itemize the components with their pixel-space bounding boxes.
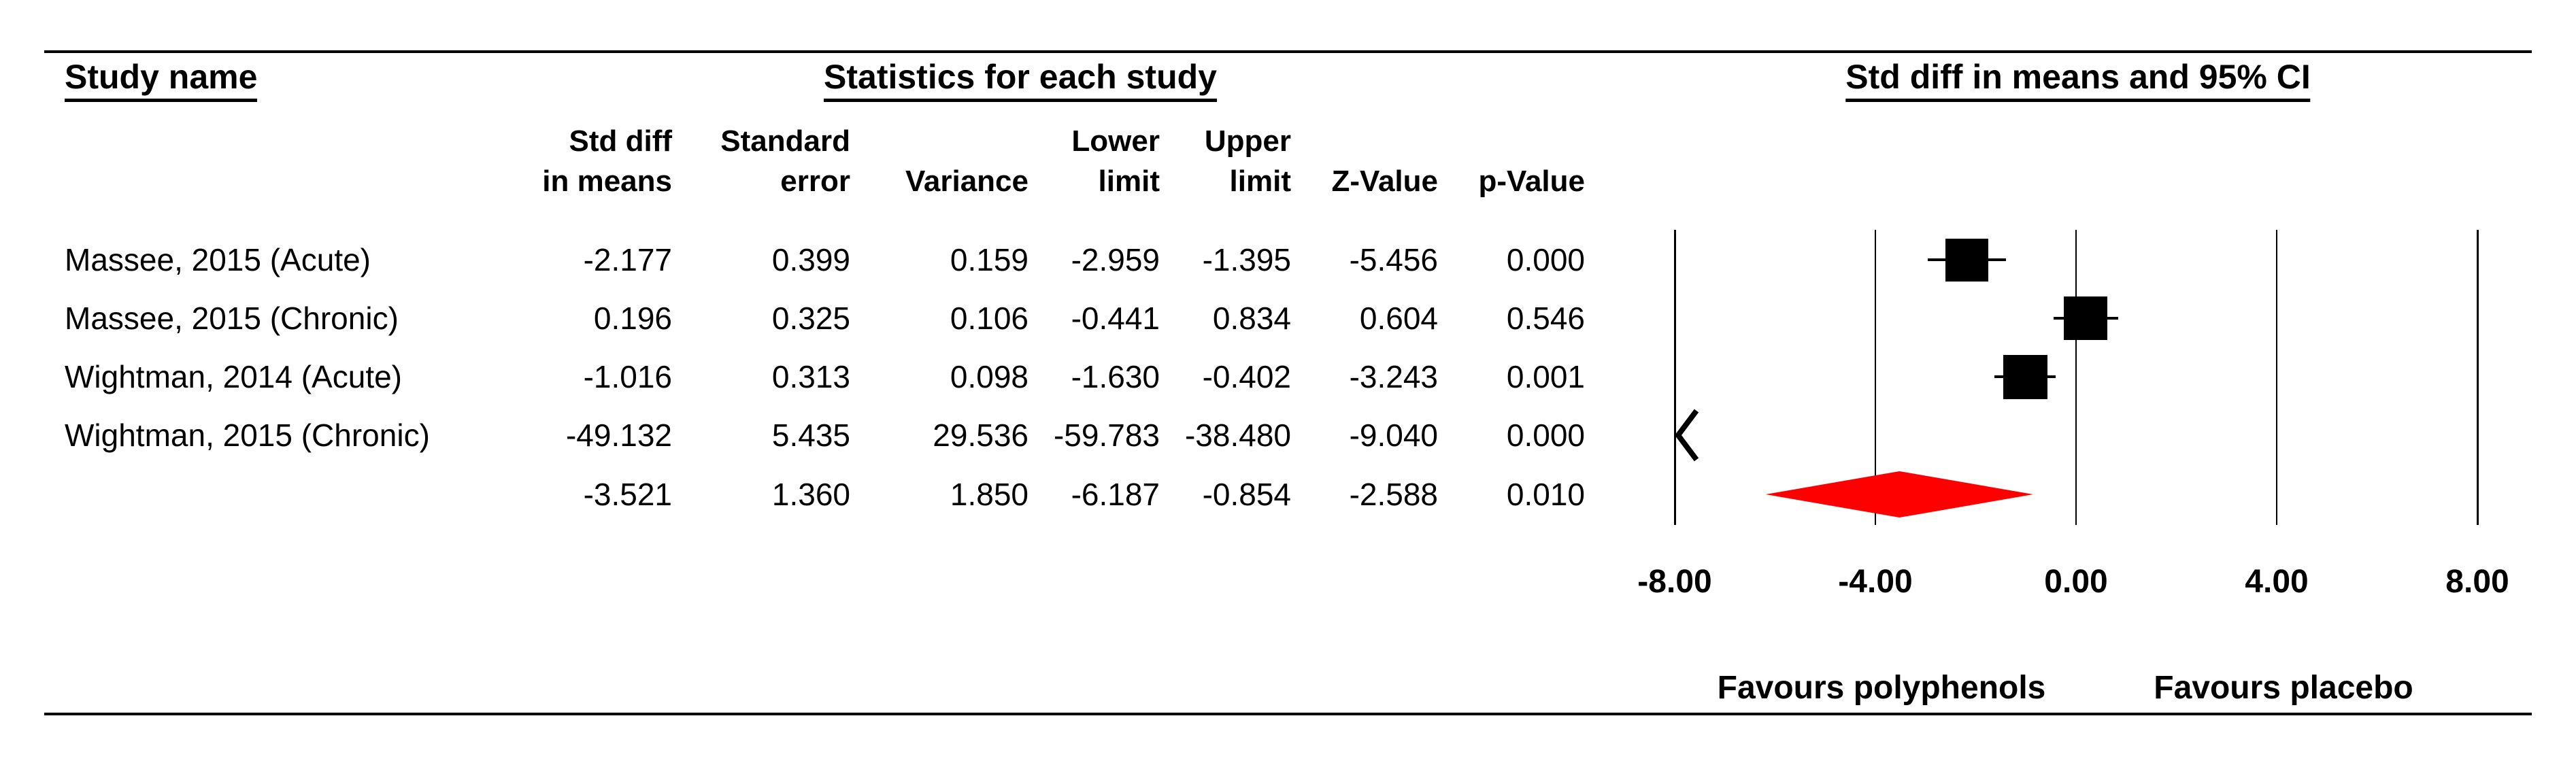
- table-cell: 0.098: [950, 359, 1028, 394]
- table-cell: -6.187: [1071, 477, 1160, 512]
- table-cell: -49.132: [565, 418, 672, 453]
- column-header: Z-Value: [1152, 121, 1439, 201]
- table-cell: 5.435: [771, 418, 850, 453]
- table-cell: 0.546: [1506, 301, 1585, 336]
- table-cell: 0.834: [1212, 301, 1291, 336]
- bottom-rule: [44, 713, 2532, 715]
- table-cell: 0.325: [771, 301, 850, 336]
- table-cell: 0.159: [950, 242, 1028, 277]
- table-cell: 0.000: [1506, 418, 1585, 453]
- table-cell: 0.001: [1506, 359, 1585, 394]
- table-cell: -0.402: [1202, 359, 1291, 394]
- column-header-line2: limit: [1229, 165, 1291, 198]
- table-cell: -59.783: [1053, 418, 1160, 453]
- axis-tick-label: -8.00: [1637, 564, 1712, 600]
- column-header-line1: Upper: [1204, 124, 1291, 158]
- column-header-line2: Variance: [905, 165, 1028, 198]
- study-name-cell: Massee, 2015 (Acute): [65, 242, 371, 277]
- table-cell: 1.360: [771, 477, 850, 512]
- summary-diamond: [1765, 471, 2033, 517]
- table-cell: -3.521: [583, 477, 672, 512]
- axis-tick-label: 0.00: [2044, 564, 2108, 600]
- table-cell: -5.456: [1349, 242, 1438, 277]
- effect-size-square: [2003, 354, 2047, 399]
- table-cell: -1.630: [1071, 359, 1160, 394]
- plot-gridline: [2276, 230, 2277, 525]
- table-cell: -2.959: [1071, 242, 1160, 277]
- table-cell: -2.588: [1349, 477, 1438, 512]
- column-header-line2: error: [780, 165, 850, 198]
- plot-gridline: [1875, 230, 1876, 525]
- column-header-line2: Z-Value: [1331, 165, 1439, 198]
- plot-gridline: [2476, 230, 2479, 525]
- favours-left-label: Favours polyphenols: [1717, 670, 2046, 706]
- table-cell: 29.536: [933, 418, 1028, 453]
- study-name-cell: Wightman, 2014 (Acute): [65, 359, 403, 394]
- table-cell: 0.106: [950, 301, 1028, 336]
- column-header-line1: Lower: [1071, 124, 1160, 158]
- table-cell: -3.243: [1349, 359, 1438, 394]
- table-cell: 0.313: [771, 359, 850, 394]
- axis-tick-label: 4.00: [2245, 564, 2309, 600]
- table-cell: 0.196: [593, 301, 672, 336]
- plot-gridline: [2075, 230, 2077, 525]
- table-cell: -1.395: [1202, 242, 1291, 277]
- column-header: Variance: [743, 121, 1028, 201]
- stats-section-header: Statistics for each study: [824, 60, 1217, 102]
- column-header-line2: in means: [542, 165, 672, 198]
- table-cell: -9.040: [1349, 418, 1438, 453]
- column-header: Upper limit: [1005, 121, 1291, 201]
- column-header-line2: limit: [1098, 165, 1160, 198]
- column-header-line1: Std diff: [569, 124, 672, 158]
- table-cell: 0.010: [1506, 477, 1585, 512]
- top-rule: [44, 50, 2532, 53]
- column-header: Standard error: [565, 121, 850, 201]
- axis-tick-label: 8.00: [2445, 564, 2509, 600]
- table-cell: 0.399: [771, 242, 850, 277]
- study-name-header: Study name: [65, 60, 258, 102]
- table-cell: 0.604: [1359, 301, 1438, 336]
- offscale-left-arrow-icon: [1675, 409, 1699, 462]
- column-header: p-Value: [1299, 121, 1586, 201]
- table-cell: -2.177: [583, 242, 672, 277]
- plot-gridline: [1673, 230, 1676, 525]
- table-cell: -0.441: [1071, 301, 1160, 336]
- column-header: Std diff in means: [386, 121, 672, 201]
- column-header: Lower limit: [874, 121, 1160, 201]
- column-header-line2: p-Value: [1478, 165, 1586, 198]
- table-cell: -38.480: [1184, 418, 1291, 453]
- favours-right-label: Favours placebo: [2154, 670, 2413, 706]
- plot-section-header: Std diff in means and 95% CI: [1845, 60, 2311, 102]
- table-cell: -1.016: [583, 359, 672, 394]
- effect-size-square: [2064, 296, 2108, 340]
- column-header-line1: [1299, 121, 1585, 161]
- axis-tick-label: -4.00: [1838, 564, 1913, 600]
- table-cell: 1.850: [950, 477, 1028, 512]
- study-name-cell: Wightman, 2015 (Chronic): [65, 418, 430, 453]
- study-name-cell: Massee, 2015 (Chronic): [65, 301, 399, 336]
- table-cell: -0.854: [1202, 477, 1291, 512]
- effect-size-square: [1945, 238, 1988, 282]
- table-cell: 0.000: [1506, 242, 1585, 277]
- column-header-line1: Standard: [720, 124, 850, 158]
